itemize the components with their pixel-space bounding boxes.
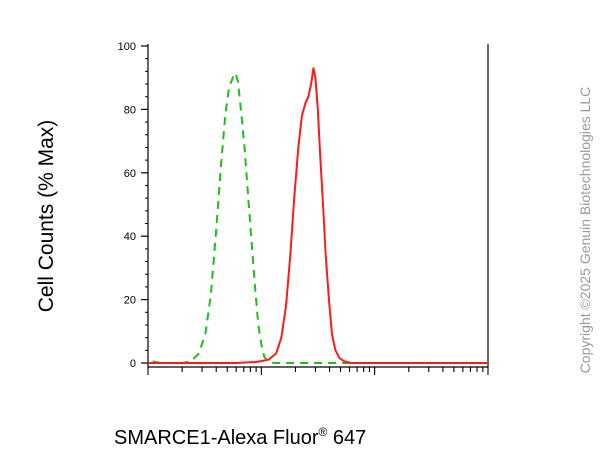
y-tick-label: 80 xyxy=(124,104,136,116)
y-axis-label: Cell Counts (% Max) xyxy=(35,120,58,313)
series-layer xyxy=(148,67,488,364)
x-axis-label-main: SMARCE1-Alexa Fluor xyxy=(114,427,319,449)
y-tick-label: 60 xyxy=(124,168,136,180)
x-axis-label-superscript: ® xyxy=(319,425,328,439)
y-tick-label: 40 xyxy=(124,231,136,243)
y-tick-label: 20 xyxy=(124,295,136,307)
labels: Cell Counts (% Max) SMARCE1-Alexa Fluor®… xyxy=(35,87,593,449)
series-line-2 xyxy=(148,67,488,364)
x-axis-label-suffix: 647 xyxy=(327,427,366,449)
copyright-text: Copyright ©2025 Genuin Biotechnologies L… xyxy=(577,87,593,374)
x-axis-label: SMARCE1-Alexa Fluor® 647 xyxy=(114,425,366,449)
axes: 0 20 40 60 80 100 xyxy=(118,41,489,375)
y-tick-label: 100 xyxy=(118,41,136,53)
series-line-1 xyxy=(152,71,488,364)
y-tick-label: 0 xyxy=(130,358,136,370)
